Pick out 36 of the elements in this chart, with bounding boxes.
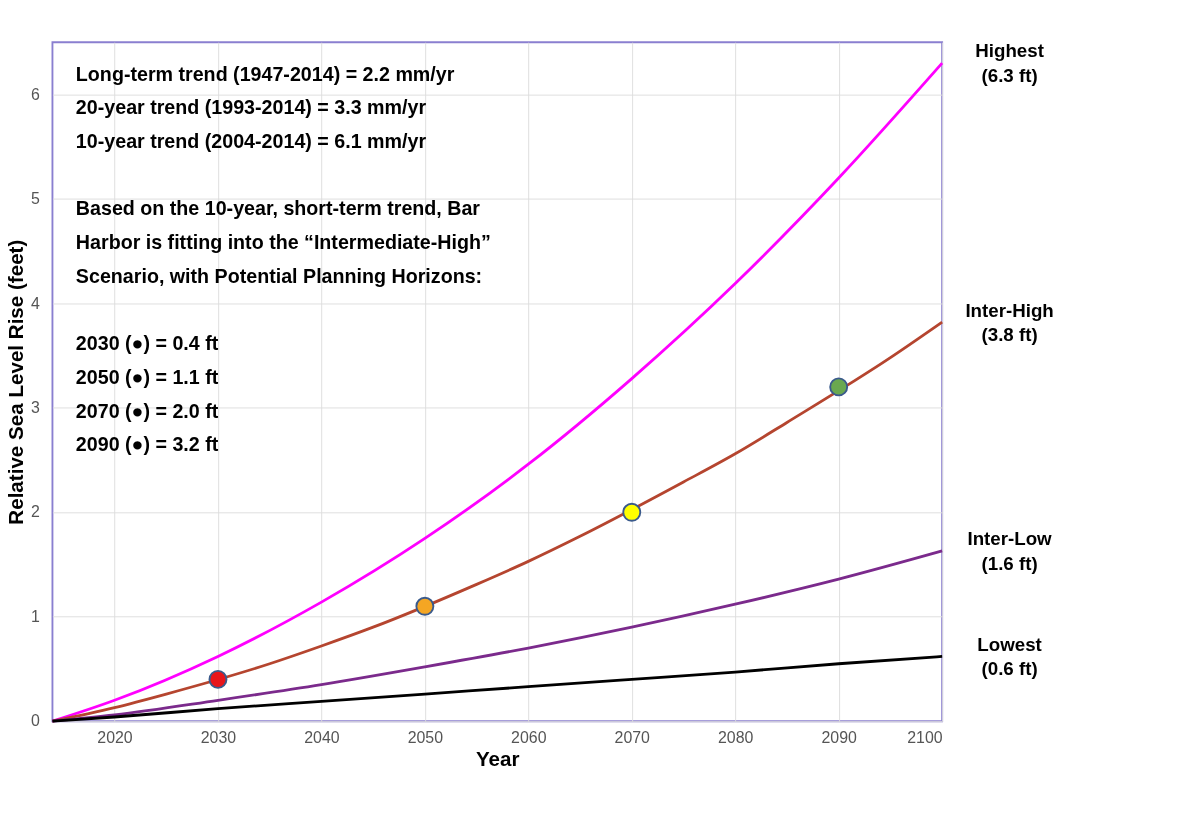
series-label: Lowest (0.6 ft) (977, 633, 1042, 680)
x-tick-label: 2090 (821, 729, 857, 747)
y-tick-label: 2 (30, 503, 40, 521)
y-axis-title: Relative Sea Level Rise (feet) (3, 239, 27, 525)
annotation: 2090 (●) = 3.2 ft (75, 433, 219, 456)
annotation: 20-year trend (1993-2014) = 3.3 mm/yr (75, 96, 427, 119)
point (415, 596, 435, 616)
x-tick-label: 2060 (511, 729, 547, 747)
x-tick-label: 2080 (718, 729, 754, 747)
x-tick-label: 2040 (304, 729, 340, 747)
annotation: Long-term trend (1947-2014) = 2.2 mm/yr (75, 62, 455, 85)
point (622, 502, 642, 522)
y-tick-label: 1 (30, 607, 40, 625)
annotation: Based on the 10-year, short-term trend, Bar (75, 197, 481, 220)
series-label: Inter-Low (1.6 ft) (967, 528, 1053, 574)
x-tick-label: 2030 (200, 729, 237, 747)
y-tick-label: 5 (30, 190, 40, 208)
annotation: Harbor is fitting into the “Intermediate-High” (75, 231, 491, 254)
x-tick-label: 2020 (97, 729, 133, 747)
series-label: Highest (6.3 ft) (975, 40, 1044, 86)
y-tick-label: 6 (30, 85, 40, 103)
point (829, 377, 849, 397)
x-tick-label: 2070 (614, 729, 651, 747)
y-tick-label: 4 (30, 294, 40, 312)
y-tick-label: 3 (30, 398, 40, 416)
annotation: Scenario, with Potential Planning Horizons: (75, 264, 483, 287)
x-tick-label: 2050 (407, 729, 444, 747)
annotation: 10-year trend (2004-2014) = 6.1 mm/yr (75, 130, 427, 153)
y-tick-label: 0 (30, 712, 40, 730)
x-axis-title: Year (475, 746, 520, 770)
annotation: 2050 (●) = 1.1 ft (75, 366, 219, 389)
annotation: 2030 (●) = 0.4 ft (75, 332, 219, 355)
series-label: Inter-High (3.8 ft) (965, 299, 1054, 345)
x-tick-label: 2100 (907, 729, 943, 747)
annotation: 2070 (●) = 2.0 ft (75, 399, 219, 422)
point (208, 669, 228, 689)
